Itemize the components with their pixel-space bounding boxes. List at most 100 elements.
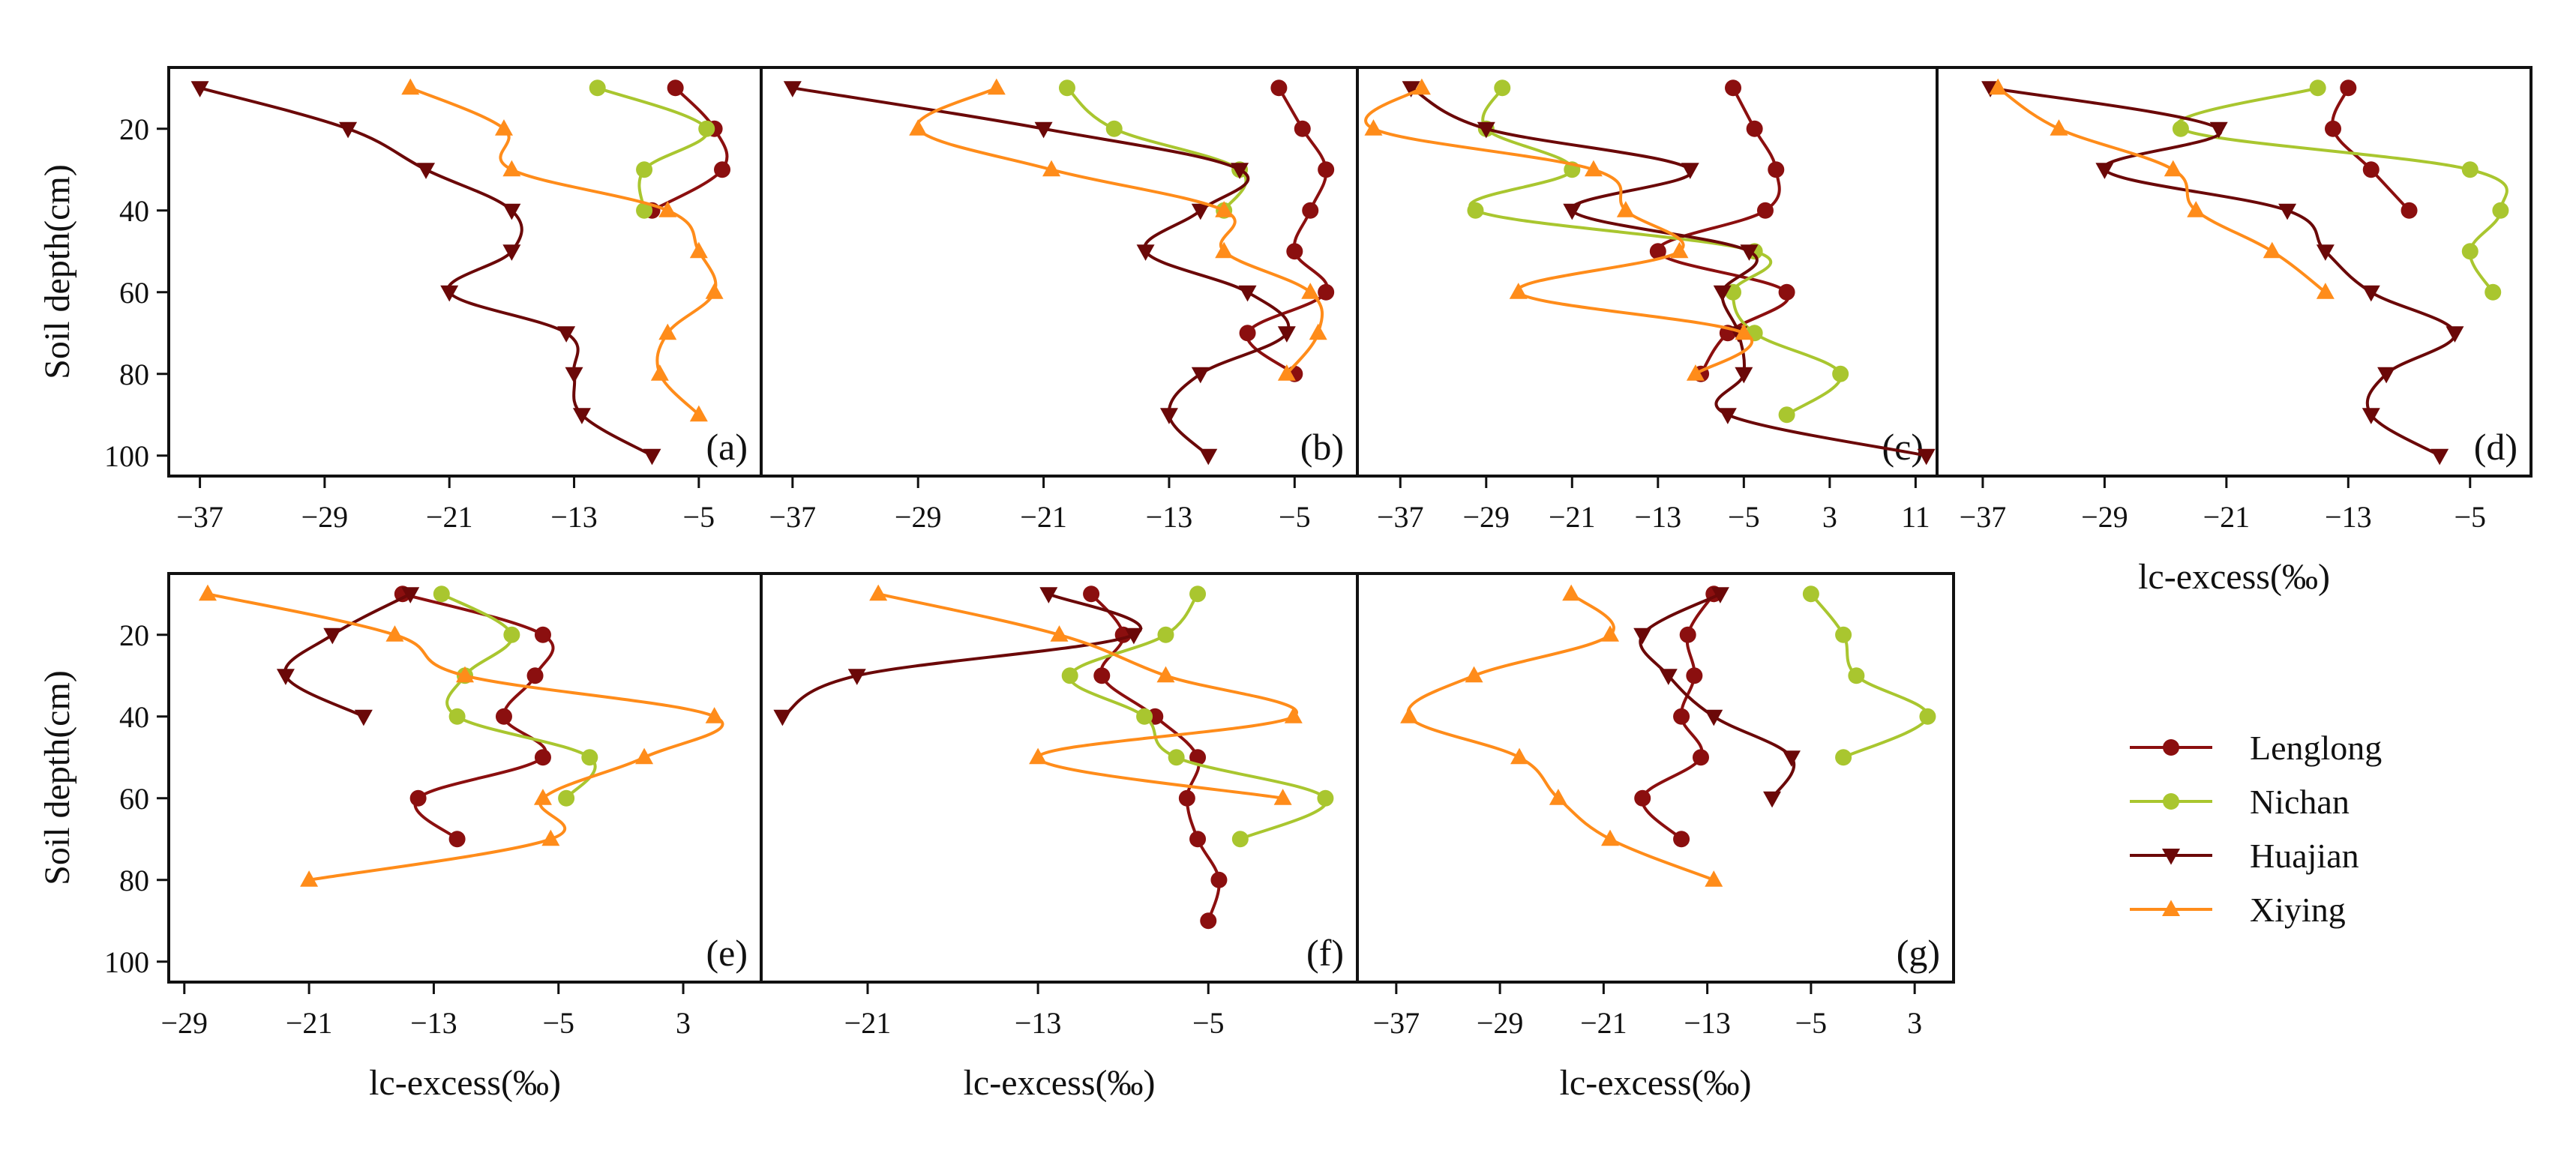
data-point xyxy=(1083,585,1100,603)
data-point xyxy=(1705,709,1723,726)
x-tick-label: −29 xyxy=(1462,500,1510,534)
data-point xyxy=(354,709,373,726)
series-line xyxy=(2176,86,2509,293)
data-point xyxy=(558,789,575,807)
x-tick-label: −29 xyxy=(161,1006,208,1040)
data-point xyxy=(2309,79,2326,97)
data-point xyxy=(541,829,560,846)
data-point xyxy=(526,667,544,684)
data-point xyxy=(1494,79,1511,97)
data-point xyxy=(1725,79,1742,97)
data-point xyxy=(1763,791,1782,808)
legend-marker xyxy=(2162,900,2180,916)
data-point xyxy=(1718,408,1737,424)
panel-label: (g) xyxy=(1897,932,1940,974)
data-point xyxy=(1686,364,1705,381)
series-huajian xyxy=(276,587,420,726)
x-tick-label: −29 xyxy=(895,500,942,534)
data-point xyxy=(1309,323,1327,340)
series-line xyxy=(1468,87,1843,416)
data-point xyxy=(1692,749,1709,766)
data-point xyxy=(2377,367,2396,384)
data-point xyxy=(1029,747,1048,765)
series-huajian xyxy=(190,81,661,466)
x-tick-label: −37 xyxy=(1960,500,2007,534)
data-point xyxy=(190,81,209,97)
y-tick-label: 100 xyxy=(104,439,149,473)
data-point xyxy=(636,161,653,178)
data-point xyxy=(1919,708,1936,725)
legend-marker xyxy=(2163,739,2179,756)
data-point xyxy=(1200,912,1217,930)
series-lenglong xyxy=(394,585,555,848)
x-tick-label: −5 xyxy=(1728,500,1760,534)
data-point xyxy=(658,323,677,340)
data-point xyxy=(1562,584,1581,601)
data-point xyxy=(1467,202,1484,219)
x-tick-label: −37 xyxy=(176,500,223,534)
data-point xyxy=(1989,78,2008,95)
data-point xyxy=(650,364,669,381)
data-point xyxy=(1778,283,1795,301)
y-axis-title: Soil depth(cm) xyxy=(37,164,77,379)
data-point xyxy=(1835,626,1852,643)
legend-marker xyxy=(2163,793,2179,810)
legend-item-nichan: Nichan xyxy=(2130,783,2350,821)
data-point xyxy=(1277,326,1296,343)
data-point xyxy=(1705,870,1723,887)
data-point xyxy=(1191,203,1210,220)
x-tick-label: −21 xyxy=(1580,1006,1627,1040)
data-point xyxy=(1178,789,1195,807)
data-point xyxy=(636,202,653,219)
panel-frame xyxy=(1356,572,1955,984)
x-tick-label: −13 xyxy=(1146,500,1193,534)
data-point xyxy=(643,448,661,466)
data-point xyxy=(534,626,551,643)
series-line xyxy=(877,592,1298,800)
data-point xyxy=(502,203,521,220)
panel-label: (a) xyxy=(706,426,748,468)
series-nichan xyxy=(1802,585,1936,766)
y-tick-label: 100 xyxy=(104,945,149,979)
data-point xyxy=(1673,708,1690,725)
data-point xyxy=(494,119,513,136)
x-tick-label: −21 xyxy=(2203,500,2251,534)
data-point xyxy=(198,584,217,601)
data-point xyxy=(1917,448,1936,466)
data-point xyxy=(401,587,420,603)
data-point xyxy=(1042,160,1061,177)
data-point xyxy=(1563,203,1582,220)
data-point xyxy=(1286,243,1303,260)
data-point xyxy=(1735,367,1753,384)
data-point xyxy=(572,408,591,424)
data-point xyxy=(433,585,450,603)
data-point xyxy=(448,708,466,725)
x-tick-label: 3 xyxy=(676,1006,691,1040)
data-point xyxy=(1317,789,1334,807)
panel-b: −37 −29 −21 −13 −5 (b) xyxy=(760,66,1359,534)
data-point xyxy=(1199,448,1218,466)
data-point xyxy=(1735,323,1753,340)
data-point xyxy=(1039,587,1058,603)
data-point xyxy=(2263,241,2281,259)
data-point xyxy=(1649,243,1666,260)
data-point xyxy=(1477,121,1495,139)
y-axis-title: Soil depth(cm) xyxy=(37,670,77,885)
series-line xyxy=(199,86,653,457)
data-point xyxy=(1058,79,1075,97)
data-point xyxy=(658,201,677,217)
x-tick-label: −13 xyxy=(1635,500,1682,534)
data-point xyxy=(1273,789,1292,805)
panel-frame xyxy=(1356,66,1939,478)
data-point xyxy=(2446,326,2464,343)
series-line xyxy=(1066,86,1248,211)
x-tick-label: 11 xyxy=(1901,500,1930,534)
data-point xyxy=(1136,244,1155,261)
data-point xyxy=(1159,408,1178,424)
legend-item-xiying: Xiying xyxy=(2130,891,2346,929)
x-tick-label: −5 xyxy=(1795,1006,1828,1040)
x-axis-title: lc-excess(‰) xyxy=(1560,1063,1752,1103)
data-point xyxy=(1549,789,1567,805)
data-point xyxy=(1465,666,1483,683)
